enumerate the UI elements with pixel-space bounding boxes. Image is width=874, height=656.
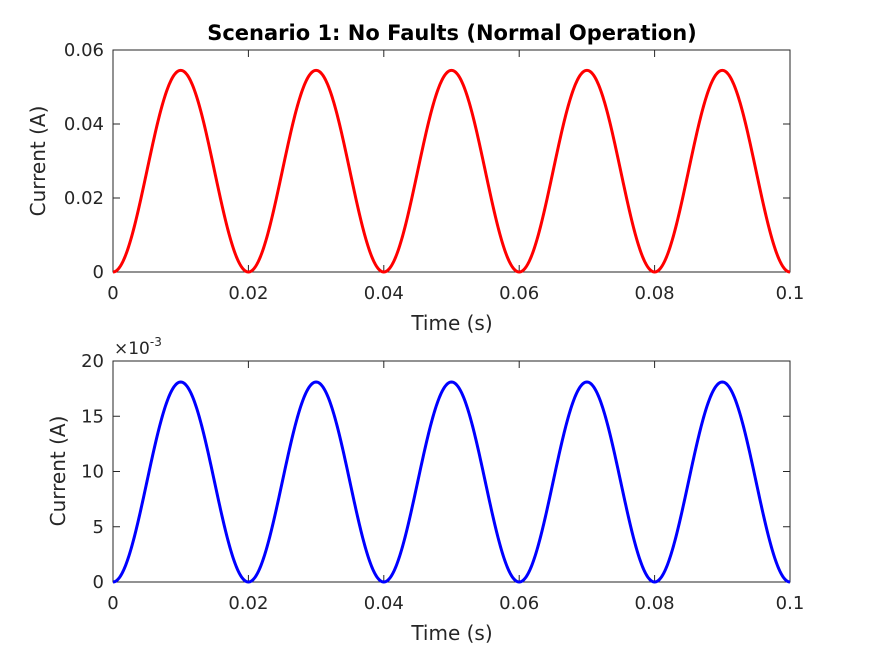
bottom-ticks: 0 0.02 0.04 0.06 0.08 0.1 0 5 10 15 20 (81, 351, 804, 614)
y-tick-label: 0.02 (64, 188, 104, 209)
bottom-subplot: 0 0.02 0.04 0.06 0.08 0.1 0 5 10 15 20 ×10-3 Time … (46, 335, 804, 645)
top-plot-area (112, 49, 791, 273)
exponent-base: ×10 (114, 339, 150, 359)
y-tick-label: 0.06 (64, 40, 104, 61)
x-tick-label: 0.04 (364, 283, 404, 304)
bottom-series-line (112, 380, 791, 584)
y-tick-label: 0 (93, 262, 104, 283)
x-tick-label: 0.06 (499, 593, 539, 614)
bottom-y-axis-label: Current (A) (46, 416, 70, 527)
top-series-line (112, 68, 791, 274)
chart-title: Scenario 1: No Faults (Normal Operation) (207, 21, 697, 45)
x-tick-label: 0.04 (364, 593, 404, 614)
top-x-axis-label: Time (s) (410, 311, 492, 335)
top-y-axis-label: Current (A) (26, 106, 50, 217)
x-tick-label: 0.1 (776, 593, 805, 614)
exponent-power: -3 (150, 335, 162, 349)
x-tick-label: 0.02 (228, 283, 268, 304)
y-tick-label: 5 (93, 517, 104, 538)
x-tick-label: 0 (107, 283, 118, 304)
x-tick-label: 0.1 (776, 283, 805, 304)
y-tick-label: 0 (93, 572, 104, 593)
bottom-y-exponent-label: ×10-3 (114, 335, 162, 359)
y-tick-label: 15 (81, 406, 104, 427)
x-tick-label: 0 (107, 593, 118, 614)
x-tick-label: 0.08 (635, 593, 675, 614)
y-tick-label: 0.04 (64, 114, 104, 135)
x-tick-label: 0.06 (499, 283, 539, 304)
top-subplot: Scenario 1: No Faults (Normal Operation)… (26, 21, 804, 335)
top-ticks: 0 0.02 0.04 0.06 0.08 0.1 0 0.02 0.04 0.06 (64, 40, 804, 304)
x-tick-label: 0.08 (635, 283, 675, 304)
y-tick-label: 20 (81, 351, 104, 372)
bottom-plot-area (112, 360, 791, 583)
x-tick-label: 0.02 (228, 593, 268, 614)
y-tick-label: 10 (81, 462, 104, 483)
bottom-x-axis-label: Time (s) (410, 621, 492, 645)
